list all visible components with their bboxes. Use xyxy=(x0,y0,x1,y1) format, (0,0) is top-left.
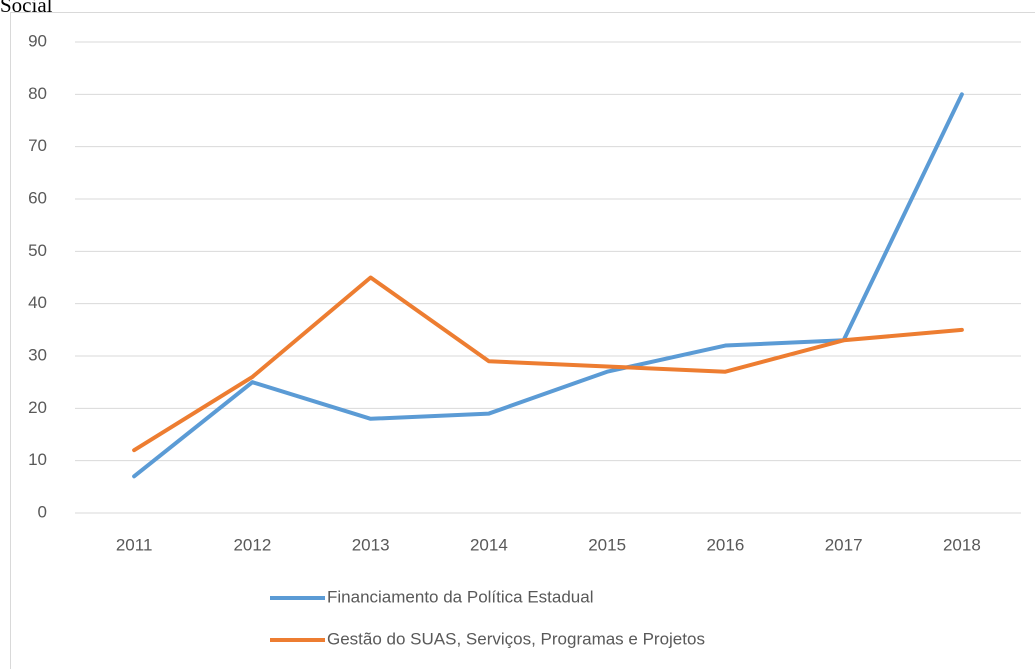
x-tick-label: 2012 xyxy=(233,535,271,554)
x-tick-label: 2015 xyxy=(588,535,626,554)
x-tick-label: 2013 xyxy=(352,535,390,554)
series-line xyxy=(132,275,964,453)
legend-label: Financiamento da Política Estadual xyxy=(327,587,594,606)
y-tick-label: 70 xyxy=(28,136,47,155)
chart-title: Social xyxy=(0,0,53,17)
x-tick-label: 2014 xyxy=(470,535,508,554)
x-tick-label: 2017 xyxy=(825,535,863,554)
x-tick-label: 2018 xyxy=(943,535,981,554)
y-tick-label: 10 xyxy=(28,450,47,469)
x-tick-label: 2011 xyxy=(116,535,153,554)
y-tick-label: 90 xyxy=(28,31,47,50)
y-tick-label: 0 xyxy=(38,502,47,521)
chart-border xyxy=(10,12,1035,669)
y-tick-label: 60 xyxy=(28,188,47,207)
y-tick-label: 50 xyxy=(28,241,47,260)
y-tick-label: 80 xyxy=(28,84,47,103)
legend-label: Gestão do SUAS, Serviços, Programas e Pr… xyxy=(327,629,705,648)
y-tick-label: 30 xyxy=(28,345,47,364)
y-tick-label: 20 xyxy=(28,398,47,417)
series-line xyxy=(132,92,964,479)
y-tick-label: 40 xyxy=(28,293,47,312)
x-tick-label: 2016 xyxy=(706,535,744,554)
